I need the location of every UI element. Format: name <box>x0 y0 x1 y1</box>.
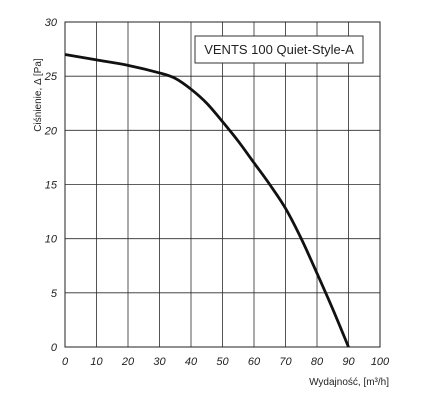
plot-frame <box>64 21 381 348</box>
x-tick-label: 30 <box>153 356 166 368</box>
x-tick-label: 70 <box>279 356 292 368</box>
x-tick-label: 10 <box>90 356 103 368</box>
legend-title: VENTS 100 Quiet-Style-A <box>204 42 354 57</box>
x-tick-label: 60 <box>248 356 261 368</box>
y-tick-label: 25 <box>44 71 58 83</box>
y-axis-label: Ciśnienie, Δ [Pa] <box>33 58 44 132</box>
x-tick-label: 80 <box>311 356 324 368</box>
x-tick-label: 100 <box>371 356 390 368</box>
y-tick-label: 5 <box>51 288 58 300</box>
series-line <box>64 53 350 348</box>
x-tick-label: 90 <box>342 356 355 368</box>
y-tick-label: 20 <box>44 125 58 137</box>
x-tick-label: 20 <box>121 356 135 368</box>
legend: VENTS 100 Quiet-Style-A <box>194 35 364 64</box>
y-tick-labels: 0 5 10 15 20 25 30 <box>44 17 58 354</box>
grid <box>64 21 381 348</box>
legend-box <box>194 35 364 64</box>
y-tick-label: 15 <box>45 180 58 192</box>
x-tick-label: 40 <box>185 356 198 368</box>
x-tick-label: 0 <box>62 356 69 368</box>
y-tick-label: 10 <box>45 234 58 246</box>
y-tick-label: 0 <box>51 342 58 354</box>
x-tick-label: 50 <box>216 356 229 368</box>
series-lines <box>64 53 350 348</box>
x-tick-labels: 0 10 20 30 40 50 60 70 80 90 100 <box>62 356 390 368</box>
x-axis-label: Wydajność, [m³/h] <box>309 377 389 388</box>
y-tick-label: 30 <box>45 17 58 29</box>
